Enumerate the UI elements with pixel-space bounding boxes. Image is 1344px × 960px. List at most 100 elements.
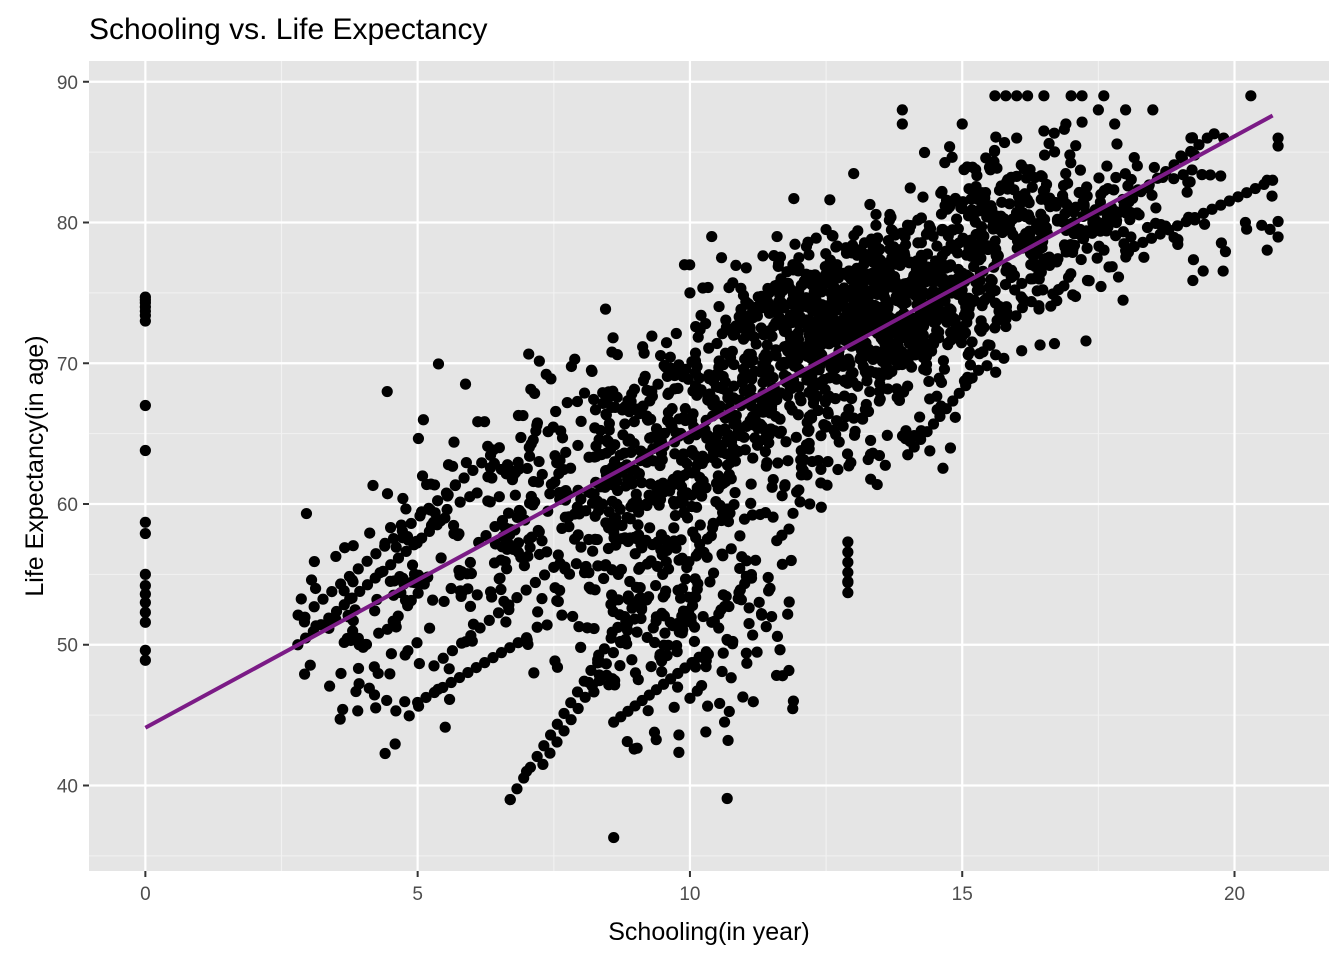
data-point bbox=[520, 632, 533, 644]
data-point bbox=[912, 214, 924, 226]
data-point bbox=[793, 351, 805, 363]
y-tick-label: 40 bbox=[57, 776, 78, 797]
data-point bbox=[439, 721, 451, 733]
data-point bbox=[572, 439, 584, 452]
data-point bbox=[822, 456, 834, 468]
data-point bbox=[767, 511, 779, 523]
data-point bbox=[949, 314, 961, 326]
data-point bbox=[702, 429, 714, 441]
data-point bbox=[921, 426, 933, 438]
data-point bbox=[957, 232, 969, 244]
data-point bbox=[628, 383, 641, 395]
data-point bbox=[525, 383, 537, 395]
data-point bbox=[717, 425, 729, 437]
data-point bbox=[139, 588, 151, 600]
data-point bbox=[1272, 132, 1284, 144]
data-point bbox=[937, 258, 949, 270]
data-point bbox=[369, 572, 381, 584]
data-point bbox=[781, 390, 794, 402]
data-point bbox=[759, 446, 771, 458]
data-point bbox=[664, 616, 676, 628]
data-point bbox=[948, 242, 961, 254]
data-point bbox=[1219, 246, 1232, 258]
data-point bbox=[456, 637, 468, 649]
data-point bbox=[776, 558, 788, 570]
data-point bbox=[1193, 139, 1205, 151]
data-point bbox=[830, 428, 842, 441]
data-point bbox=[423, 622, 436, 634]
data-point bbox=[573, 621, 585, 633]
data-point bbox=[554, 584, 566, 596]
data-point bbox=[533, 355, 545, 367]
data-point bbox=[1272, 215, 1284, 228]
data-point bbox=[442, 459, 455, 471]
data-point bbox=[446, 645, 459, 657]
data-point bbox=[831, 259, 843, 271]
data-point bbox=[464, 600, 477, 612]
data-point bbox=[657, 486, 670, 498]
data-point bbox=[921, 248, 934, 260]
data-point bbox=[782, 455, 794, 467]
data-point bbox=[842, 566, 854, 579]
data-point bbox=[787, 507, 799, 519]
data-point bbox=[749, 413, 761, 425]
data-point bbox=[664, 351, 676, 363]
data-point bbox=[437, 652, 449, 664]
data-point bbox=[773, 427, 786, 439]
data-point bbox=[563, 511, 575, 523]
data-point bbox=[654, 648, 666, 661]
data-point bbox=[406, 559, 419, 571]
data-point bbox=[606, 346, 618, 358]
data-point bbox=[885, 224, 898, 236]
data-point bbox=[847, 316, 859, 328]
data-point bbox=[624, 513, 636, 525]
data-point bbox=[423, 502, 435, 514]
data-point bbox=[521, 462, 533, 475]
data-point bbox=[966, 372, 978, 384]
data-point bbox=[842, 575, 854, 588]
data-point bbox=[659, 588, 671, 601]
data-point bbox=[658, 359, 670, 372]
data-point bbox=[766, 481, 778, 493]
data-point bbox=[1020, 172, 1033, 184]
data-point bbox=[646, 431, 658, 443]
data-point bbox=[704, 576, 716, 588]
data-point bbox=[471, 589, 483, 601]
data-point bbox=[716, 439, 728, 452]
data-point bbox=[1131, 160, 1143, 172]
data-point bbox=[1112, 271, 1125, 283]
data-point bbox=[139, 644, 151, 656]
data-point bbox=[405, 517, 417, 530]
data-point bbox=[565, 360, 578, 373]
data-point bbox=[619, 532, 631, 544]
data-point bbox=[808, 394, 820, 406]
data-point bbox=[988, 144, 1001, 157]
data-point bbox=[828, 274, 841, 286]
data-point bbox=[832, 463, 844, 476]
data-point bbox=[749, 554, 762, 566]
data-point bbox=[971, 193, 984, 205]
data-point bbox=[715, 252, 728, 264]
data-point bbox=[944, 442, 957, 454]
data-point bbox=[855, 351, 867, 363]
data-point bbox=[500, 616, 512, 628]
data-point bbox=[619, 418, 631, 430]
data-point bbox=[399, 649, 411, 661]
data-point bbox=[961, 316, 973, 329]
data-point bbox=[538, 740, 550, 752]
data-point bbox=[395, 519, 407, 531]
data-point bbox=[1091, 252, 1103, 264]
data-point bbox=[1147, 104, 1159, 116]
data-point bbox=[1011, 132, 1023, 144]
data-point bbox=[732, 426, 744, 438]
data-point bbox=[529, 576, 541, 589]
data-point bbox=[646, 539, 659, 551]
data-point bbox=[387, 532, 400, 545]
data-point bbox=[541, 619, 553, 631]
data-point bbox=[724, 433, 736, 445]
data-point bbox=[826, 289, 838, 301]
data-point bbox=[666, 479, 678, 492]
data-point bbox=[778, 341, 791, 353]
data-point bbox=[416, 532, 428, 544]
data-point bbox=[936, 250, 948, 262]
